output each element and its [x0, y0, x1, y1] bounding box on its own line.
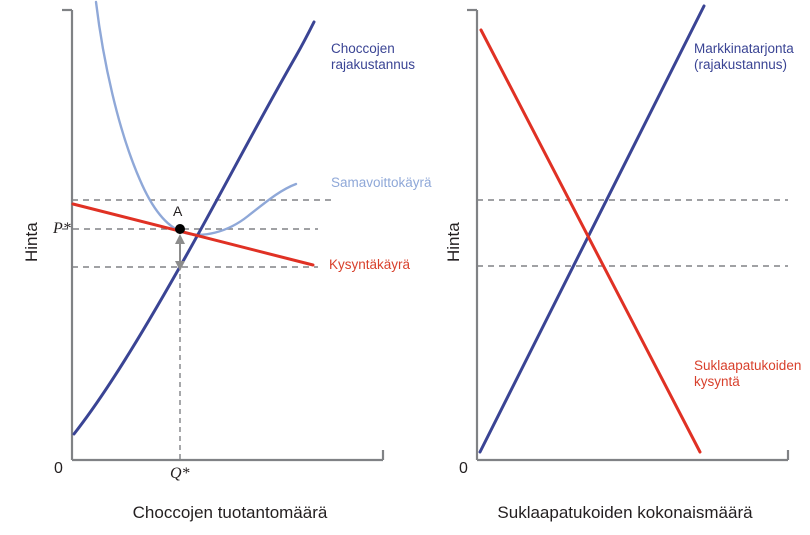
left-point-a-label: A: [173, 203, 183, 219]
left-demand-label: Kysyntäkäyrä: [329, 257, 411, 272]
right-supply-curve: [478, 4, 706, 454]
left-y-axis-title: Hinta: [22, 222, 41, 262]
left-marginal-cost-label: Choccojen rajakustannus: [331, 41, 416, 73]
left-panel-caption: Choccojen tuotantomäärä: [132, 503, 328, 522]
left-price-tick-label: P*: [53, 220, 71, 237]
left-isoprofit-curve: [94, 0, 298, 236]
right-supply-label: Markkinatarjonta (rajakustannus): [694, 41, 794, 73]
left-point-a-marker: [175, 224, 185, 234]
right-y-axis-title: Hinta: [444, 222, 463, 262]
left-marginal-cost-curve: [72, 20, 316, 436]
right-demand-label: Suklaapatukoiden kysyntä: [694, 358, 802, 390]
left-origin-label: 0: [54, 460, 63, 477]
right-panel-caption: Suklaapatukoiden kokonaismäärä: [497, 503, 753, 522]
left-isoprofit-label: Samavoittokäyrä: [331, 175, 432, 190]
left-panel-group: [62, 0, 385, 463]
left-markup-arrow: [175, 234, 185, 271]
right-panel-group: [467, 4, 790, 462]
right-origin-label: 0: [459, 460, 468, 477]
left-demand-curve: [71, 202, 315, 267]
right-demand-curve: [479, 28, 702, 454]
left-quantity-tick-label: Q*: [170, 465, 190, 482]
